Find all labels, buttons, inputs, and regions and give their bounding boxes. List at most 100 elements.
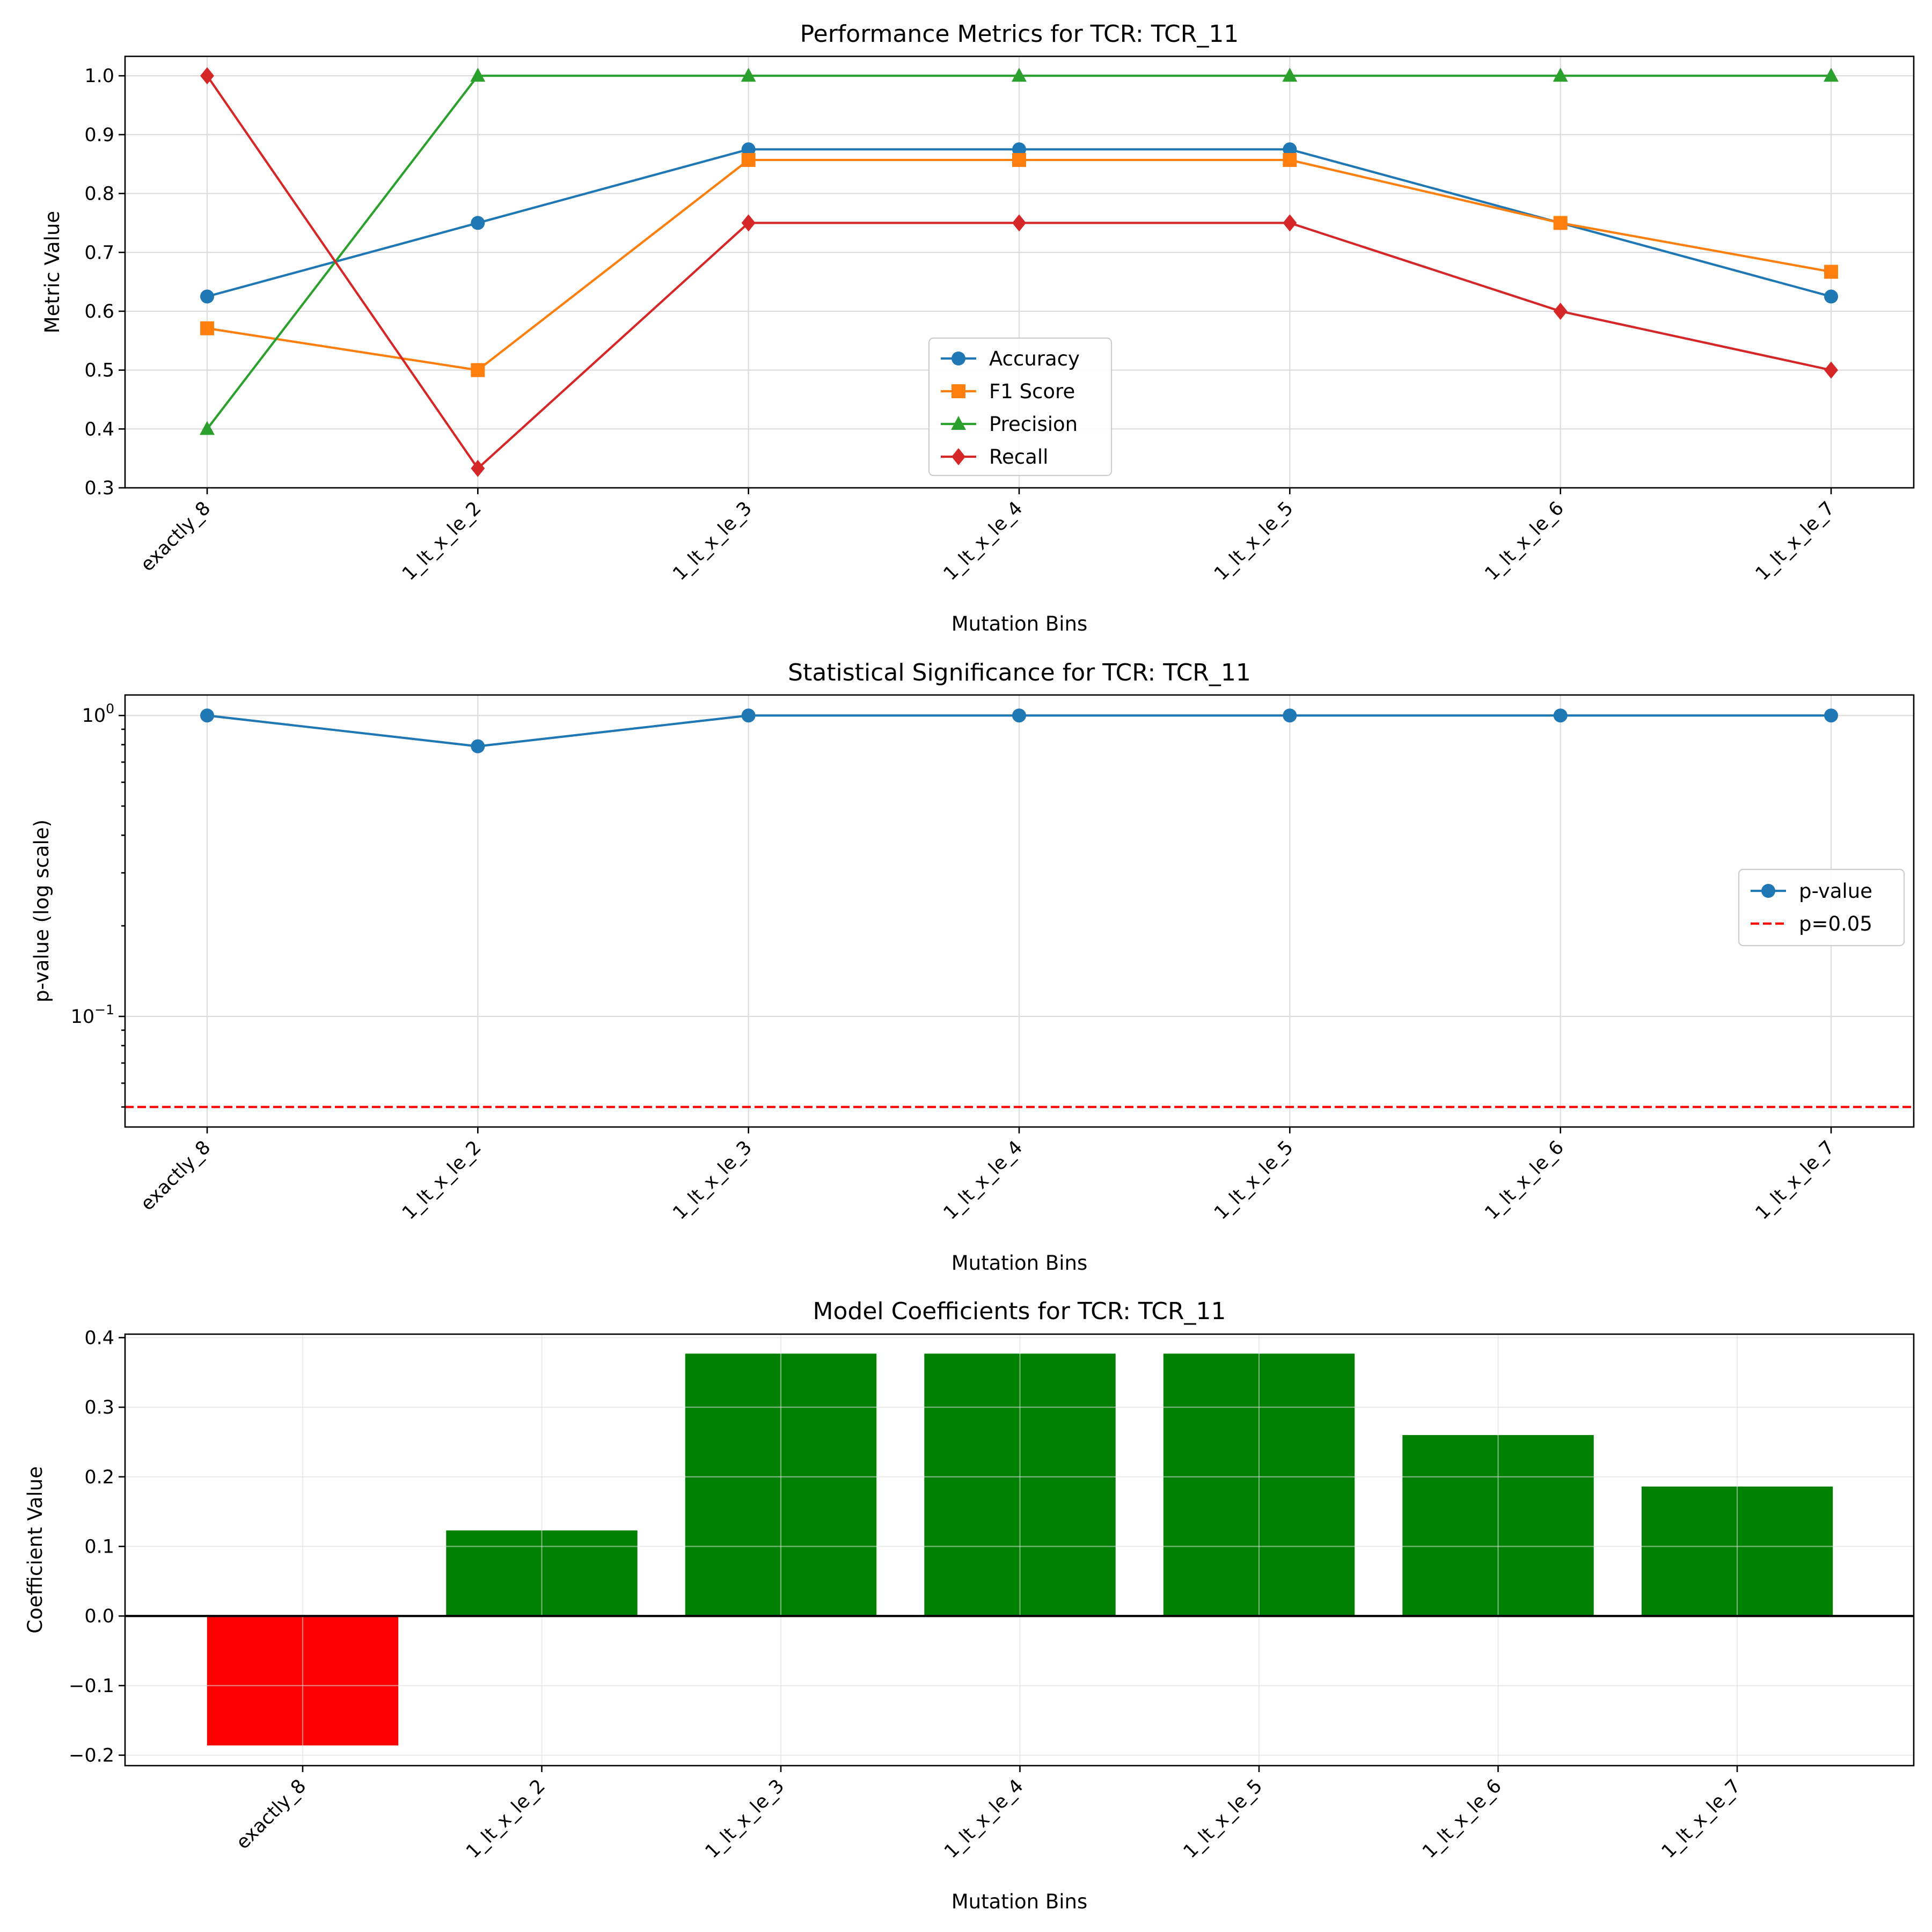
x-tick-label: 1_lt_x_le_2 xyxy=(398,1137,486,1224)
data-point xyxy=(1012,214,1026,232)
data-point xyxy=(471,216,485,230)
x-axis-label: Mutation Bins xyxy=(952,1890,1088,1913)
x-tick-label: 1_lt_x_le_3 xyxy=(669,497,756,585)
y-axis-label: p-value (log scale) xyxy=(30,819,53,1002)
y-tick-label: 0.6 xyxy=(84,301,114,323)
data-point xyxy=(1824,708,1838,723)
y-tick-label: 0.4 xyxy=(84,419,114,440)
x-tick-label: 1_lt_x_le_5 xyxy=(1180,1775,1267,1863)
data-point xyxy=(1553,302,1568,320)
data-point xyxy=(1283,214,1297,232)
data-point xyxy=(471,739,485,753)
data-point xyxy=(741,68,756,82)
x-tick-label: 1_lt_x_le_3 xyxy=(701,1775,789,1863)
y-tick-label: 0.4 xyxy=(84,1327,114,1349)
data-point xyxy=(1283,708,1297,723)
y-tick-label: 0.7 xyxy=(84,242,114,264)
x-tick-label: 1_lt_x_le_6 xyxy=(1418,1775,1506,1863)
y-tick-label: 1.0 xyxy=(84,65,114,87)
tick-base: 10 xyxy=(71,1006,95,1028)
x-tick-label: exactly_8 xyxy=(232,1775,311,1854)
legend-label: p-value xyxy=(1799,880,1872,903)
legend-marker xyxy=(952,352,965,365)
y-axis-label: Metric Value xyxy=(41,211,64,333)
coefficient-chart: −0.2 −0.1 0.0 0.1 0.2 0.3 0.4 exactly_8 1_lt_x_l… xyxy=(24,1298,1915,1913)
y-axis-label: Coefficient Value xyxy=(24,1466,47,1634)
x-tick-label: 1_lt_x_le_7 xyxy=(1658,1775,1745,1863)
chart-title: Statistical Significance for TCR: TCR_11 xyxy=(788,659,1251,686)
data-point xyxy=(1012,153,1026,167)
data-point xyxy=(1553,708,1568,723)
data-point xyxy=(1824,289,1838,304)
y-tick-label: 0.1 xyxy=(84,1536,114,1558)
legend-marker xyxy=(952,448,965,465)
chart-title: Model Coefficients for TCR: TCR_11 xyxy=(813,1298,1226,1325)
legend-label: Accuracy xyxy=(989,347,1080,370)
x-tick-label: 1_lt_x_le_2 xyxy=(462,1775,550,1863)
y-tick-label: 0.9 xyxy=(84,125,114,146)
data-point xyxy=(1824,265,1838,279)
data-point xyxy=(1824,68,1839,82)
data-point xyxy=(1012,142,1026,157)
x-tick-label: 1_lt_x_le_7 xyxy=(1752,497,1839,585)
data-point xyxy=(741,142,756,157)
legend-box xyxy=(1738,868,1905,947)
data-point xyxy=(200,708,214,723)
data-point xyxy=(200,321,214,335)
legend-label: p=0.05 xyxy=(1799,912,1872,935)
series-f1-score xyxy=(200,153,1838,377)
legend: Accuracy F1 Score Precision Recall xyxy=(928,337,1113,477)
data-point xyxy=(200,289,214,304)
y-tick-label: 10−1 xyxy=(71,1002,114,1028)
x-tick-label: 1_lt_x_le_4 xyxy=(940,1137,1027,1224)
y-tick-label: −0.2 xyxy=(69,1745,114,1767)
x-tick-label: 1_lt_x_le_2 xyxy=(398,497,486,585)
tick-exponent: 0 xyxy=(106,701,114,716)
legend-marker xyxy=(952,384,965,398)
x-tick-label: exactly_8 xyxy=(137,497,215,576)
x-tick-label: 1_lt_x_le_4 xyxy=(940,1775,1028,1863)
chart-title: Performance Metrics for TCR: TCR_11 xyxy=(800,20,1239,48)
data-point xyxy=(1553,68,1568,82)
x-tick-label: 1_lt_x_le_4 xyxy=(940,497,1027,585)
metrics-chart: 0.3 0.4 0.5 0.6 0.7 0.8 0.9 1.0 exactly_8 1_lt_x_… xyxy=(41,20,1915,635)
data-point xyxy=(471,459,485,477)
data-point xyxy=(1012,708,1026,723)
data-point xyxy=(1282,68,1298,82)
y-tick-label: 100 xyxy=(82,701,114,727)
data-point xyxy=(471,363,485,377)
data-point xyxy=(1283,142,1297,157)
data-point xyxy=(200,421,215,435)
data-point xyxy=(1824,361,1838,379)
legend: p-value p=0.05 xyxy=(1738,868,1905,947)
x-tick-label: 1_lt_x_le_7 xyxy=(1752,1137,1839,1224)
data-point xyxy=(200,67,214,85)
tick-base: 10 xyxy=(82,705,106,727)
tick-exponent: −1 xyxy=(94,1002,114,1018)
grid xyxy=(125,695,1914,1127)
data-point xyxy=(1283,153,1297,167)
x-tick-label: 1_lt_x_le_3 xyxy=(669,1137,756,1224)
legend-marker xyxy=(951,416,966,430)
y-tick-label: 0.8 xyxy=(84,184,114,205)
data-point xyxy=(1012,68,1027,82)
y-tick-label: 0.3 xyxy=(84,1397,114,1418)
data-point xyxy=(1553,216,1568,230)
series-p-value xyxy=(200,708,1838,753)
x-axis-label: Mutation Bins xyxy=(952,612,1088,635)
grid xyxy=(125,56,1914,489)
x-tick-label: exactly_8 xyxy=(137,1137,215,1215)
x-tick-label: 1_lt_x_le_6 xyxy=(1481,1137,1568,1224)
data-point xyxy=(741,708,756,723)
legend-label: Precision xyxy=(989,413,1078,436)
y-tick-label: 0.0 xyxy=(84,1606,114,1627)
legend-label: F1 Score xyxy=(989,380,1075,403)
y-tick-label: 0.3 xyxy=(84,478,114,499)
y-tick-label: 0.2 xyxy=(84,1467,114,1488)
data-point xyxy=(741,214,756,232)
y-tick-label: 0.5 xyxy=(84,360,114,382)
legend-marker xyxy=(1761,884,1775,898)
data-point xyxy=(741,153,756,167)
